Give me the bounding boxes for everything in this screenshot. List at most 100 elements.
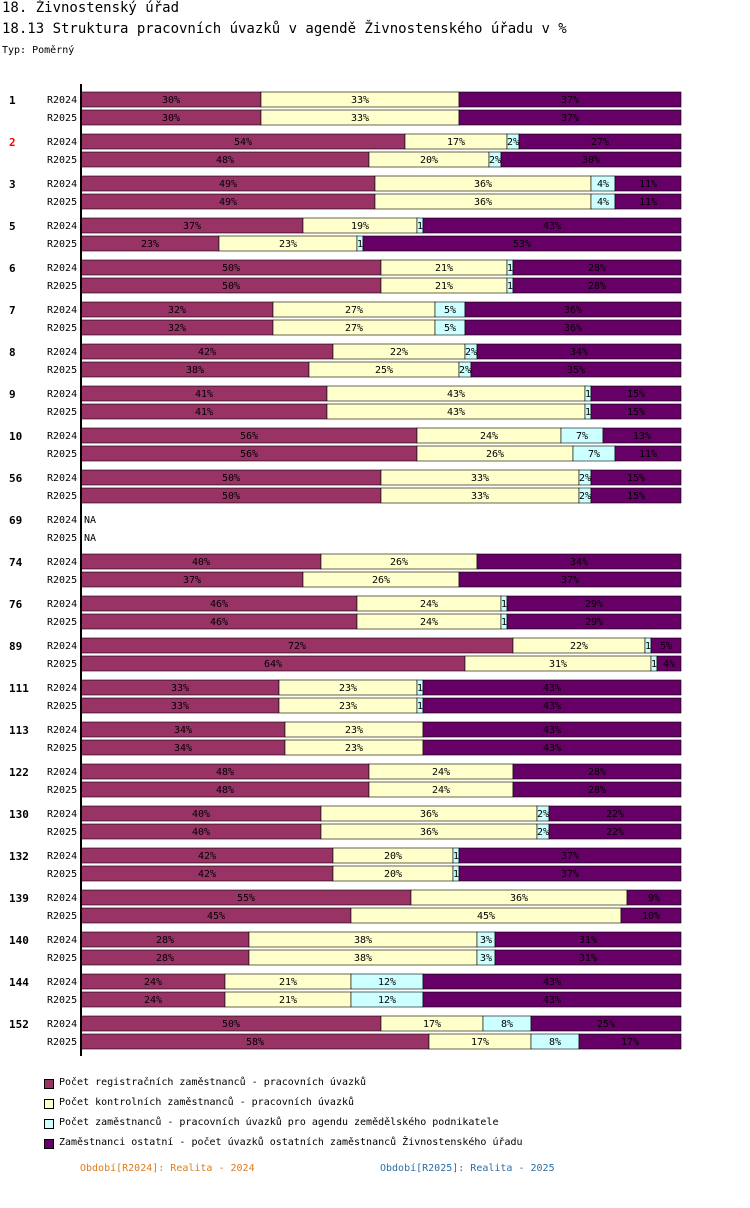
data-label-zemedelsky-56-R2024: 2% <box>579 473 591 484</box>
data-label-kontrolni-139-R2024: 36% <box>510 893 528 904</box>
data-label-ostatni-3-R2024: 11% <box>639 179 657 190</box>
data-label-ostatni-113-R2024: 43% <box>543 725 561 736</box>
bar-ostatni-76-R2025 <box>506 613 682 630</box>
data-label-zemedelsky-111-R2024: 1 <box>417 683 423 694</box>
data-label-registracni-76-R2024: 46% <box>210 599 228 610</box>
period-label-10-R2025: R2025 <box>47 449 77 460</box>
data-label-kontrolni-56-R2024: 33% <box>471 473 489 484</box>
period-label-6-R2025: R2025 <box>47 281 77 292</box>
bar-ostatni-144-R2024 <box>422 973 682 990</box>
bar-ostatni-8-R2025 <box>470 361 682 378</box>
data-label-zemedelsky-8-R2025: 2% <box>459 365 471 376</box>
period-label-3-R2024: R2024 <box>47 179 77 190</box>
period-label-130-R2025: R2025 <box>47 827 77 838</box>
data-label-kontrolni-74-R2024: 26% <box>390 557 408 568</box>
data-label-kontrolni-89-R2024: 22% <box>570 641 588 652</box>
data-label-registracni-122-R2025: 48% <box>216 785 234 796</box>
period-label-140-R2025: R2025 <box>47 953 77 964</box>
legend-swatch-zemedelsky <box>44 1119 54 1129</box>
data-label-kontrolni-122-R2025: 24% <box>432 785 450 796</box>
data-label-ostatni-130-R2025: 22% <box>606 827 624 838</box>
data-label-registracni-5-R2024: 37% <box>183 221 201 232</box>
legend-label-zemedelsky: Počet zaměstnanců - pracovních úvazků pr… <box>59 1117 499 1128</box>
group-label-139: 139 <box>9 892 29 905</box>
bar-ostatni-9-R2025 <box>590 403 682 420</box>
bar-ostatni-2-R2024 <box>518 133 682 150</box>
group-label-69: 69 <box>9 514 22 527</box>
data-label-ostatni-10-R2024: 13% <box>633 431 651 442</box>
data-label-ostatni-122-R2025: 28% <box>588 785 606 796</box>
period-label-144-R2025: R2025 <box>47 995 77 1006</box>
data-label-ostatni-1-R2024: 37% <box>561 95 579 106</box>
data-label-ostatni-56-R2025: 15% <box>627 491 645 502</box>
period-label-74-R2024: R2024 <box>47 557 77 568</box>
period-label-74-R2025: R2025 <box>47 575 77 586</box>
data-label-zemedelsky-89-R2025: 1 <box>651 659 657 670</box>
data-label-registracni-89-R2025: 64% <box>264 659 282 670</box>
period-label-8-R2025: R2025 <box>47 365 77 376</box>
period-label-113-R2025: R2025 <box>47 743 77 754</box>
data-label-ostatni-7-R2025: 36% <box>564 323 582 334</box>
period-label-152-R2025: R2025 <box>47 1037 77 1048</box>
data-label-ostatni-76-R2024: 29% <box>585 599 603 610</box>
data-label-kontrolni-144-R2024: 21% <box>279 977 297 988</box>
data-label-ostatni-89-R2025: 4% <box>663 659 675 670</box>
na-label-69-R2025: NA <box>84 533 96 544</box>
data-label-kontrolni-74-R2025: 26% <box>372 575 390 586</box>
data-label-zemedelsky-6-R2024: 1 <box>507 263 513 274</box>
data-label-kontrolni-7-R2024: 27% <box>345 305 363 316</box>
bar-ostatni-3-R2025 <box>614 193 682 210</box>
legend-swatch-registracni <box>44 1079 54 1089</box>
data-label-zemedelsky-3-R2025: 4% <box>597 197 609 208</box>
data-label-registracni-8-R2024: 42% <box>198 347 216 358</box>
group-label-132: 132 <box>9 850 29 863</box>
chart-type-label: Typ: Poměrný <box>2 45 75 56</box>
period-label-152-R2024: R2024 <box>47 1019 77 1030</box>
period-label-56-R2025: R2025 <box>47 491 77 502</box>
data-label-kontrolni-111-R2024: 23% <box>339 683 357 694</box>
group-label-111: 111 <box>9 682 29 695</box>
data-label-registracni-76-R2025: 46% <box>210 617 228 628</box>
data-label-registracni-1-R2025: 30% <box>162 113 180 124</box>
bar-ostatni-140-R2024 <box>494 931 682 948</box>
data-label-ostatni-111-R2024: 43% <box>543 683 561 694</box>
data-label-registracni-122-R2024: 48% <box>216 767 234 778</box>
data-label-kontrolni-6-R2025: 21% <box>435 281 453 292</box>
data-label-registracni-140-R2025: 28% <box>156 953 174 964</box>
period-label-111-R2024: R2024 <box>47 683 77 694</box>
data-label-registracni-2-R2024: 54% <box>234 137 252 148</box>
bar-ostatni-89-R2024 <box>650 637 682 654</box>
data-label-registracni-152-R2025: 58% <box>246 1037 264 1048</box>
data-label-kontrolni-1-R2024: 33% <box>351 95 369 106</box>
data-label-ostatni-7-R2024: 36% <box>564 305 582 316</box>
data-label-registracni-111-R2024: 33% <box>171 683 189 694</box>
period-label-7-R2024: R2024 <box>47 305 77 316</box>
period-label-r2025: Období[R2025]: Realita - 2025 <box>380 1163 555 1174</box>
data-label-registracni-3-R2024: 49% <box>219 179 237 190</box>
data-label-ostatni-3-R2025: 11% <box>639 197 657 208</box>
data-label-ostatni-9-R2024: 15% <box>627 389 645 400</box>
data-label-kontrolni-113-R2025: 23% <box>345 743 363 754</box>
bar-ostatni-8-R2024 <box>476 343 682 360</box>
group-label-140: 140 <box>9 934 29 947</box>
bar-ostatni-111-R2024 <box>422 679 682 696</box>
group-label-89: 89 <box>9 640 22 653</box>
data-label-kontrolni-130-R2024: 36% <box>420 809 438 820</box>
data-label-ostatni-5-R2024: 43% <box>543 221 561 232</box>
data-label-kontrolni-5-R2025: 23% <box>279 239 297 250</box>
bar-ostatni-89-R2025 <box>656 655 682 672</box>
bar-ostatni-140-R2025 <box>494 949 682 966</box>
group-label-152: 152 <box>9 1018 29 1031</box>
period-label-1-R2025: R2025 <box>47 113 77 124</box>
data-label-kontrolni-111-R2025: 23% <box>339 701 357 712</box>
period-label-76-R2024: R2024 <box>47 599 77 610</box>
legend-label-kontrolni: Počet kontrolních zaměstnanců - pracovní… <box>59 1097 355 1108</box>
data-label-kontrolni-3-R2025: 36% <box>474 197 492 208</box>
data-label-ostatni-132-R2025: 37% <box>561 869 579 880</box>
data-label-registracni-152-R2024: 50% <box>222 1019 240 1030</box>
bar-ostatni-10-R2025 <box>614 445 682 462</box>
data-label-ostatni-5-R2025: 53% <box>513 239 531 250</box>
data-label-zemedelsky-76-R2024: 1 <box>501 599 507 610</box>
data-label-registracni-74-R2025: 37% <box>183 575 201 586</box>
data-label-zemedelsky-140-R2024: 3% <box>480 935 492 946</box>
